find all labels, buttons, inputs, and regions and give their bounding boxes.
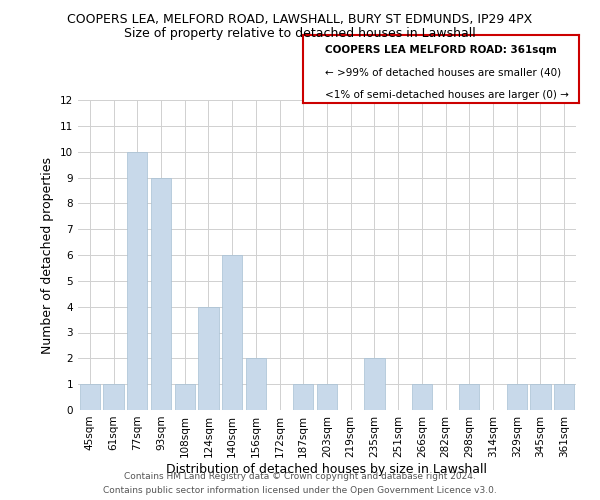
Text: Contains public sector information licensed under the Open Government Licence v3: Contains public sector information licen… (103, 486, 497, 495)
Text: COOPERS LEA MELFORD ROAD: 361sqm: COOPERS LEA MELFORD ROAD: 361sqm (325, 45, 557, 55)
Y-axis label: Number of detached properties: Number of detached properties (41, 156, 55, 354)
Bar (246, 358, 266, 410)
Bar (554, 384, 574, 410)
Bar (127, 152, 148, 410)
Bar (293, 384, 313, 410)
Bar (103, 384, 124, 410)
Bar (222, 255, 242, 410)
Text: COOPERS LEA, MELFORD ROAD, LAWSHALL, BURY ST EDMUNDS, IP29 4PX: COOPERS LEA, MELFORD ROAD, LAWSHALL, BUR… (67, 12, 533, 26)
Bar (80, 384, 100, 410)
Bar (199, 306, 218, 410)
Text: Size of property relative to detached houses in Lawshall: Size of property relative to detached ho… (124, 28, 476, 40)
Bar (459, 384, 479, 410)
Bar (506, 384, 527, 410)
Text: Contains HM Land Registry data © Crown copyright and database right 2024.: Contains HM Land Registry data © Crown c… (124, 472, 476, 481)
Bar (364, 358, 385, 410)
X-axis label: Distribution of detached houses by size in Lawshall: Distribution of detached houses by size … (167, 462, 487, 475)
Bar (412, 384, 432, 410)
Bar (151, 178, 171, 410)
Text: ← >99% of detached houses are smaller (40): ← >99% of detached houses are smaller (4… (325, 68, 561, 78)
Bar (317, 384, 337, 410)
Text: <1% of semi-detached houses are larger (0) →: <1% of semi-detached houses are larger (… (325, 90, 569, 101)
Bar (530, 384, 551, 410)
Bar (175, 384, 195, 410)
